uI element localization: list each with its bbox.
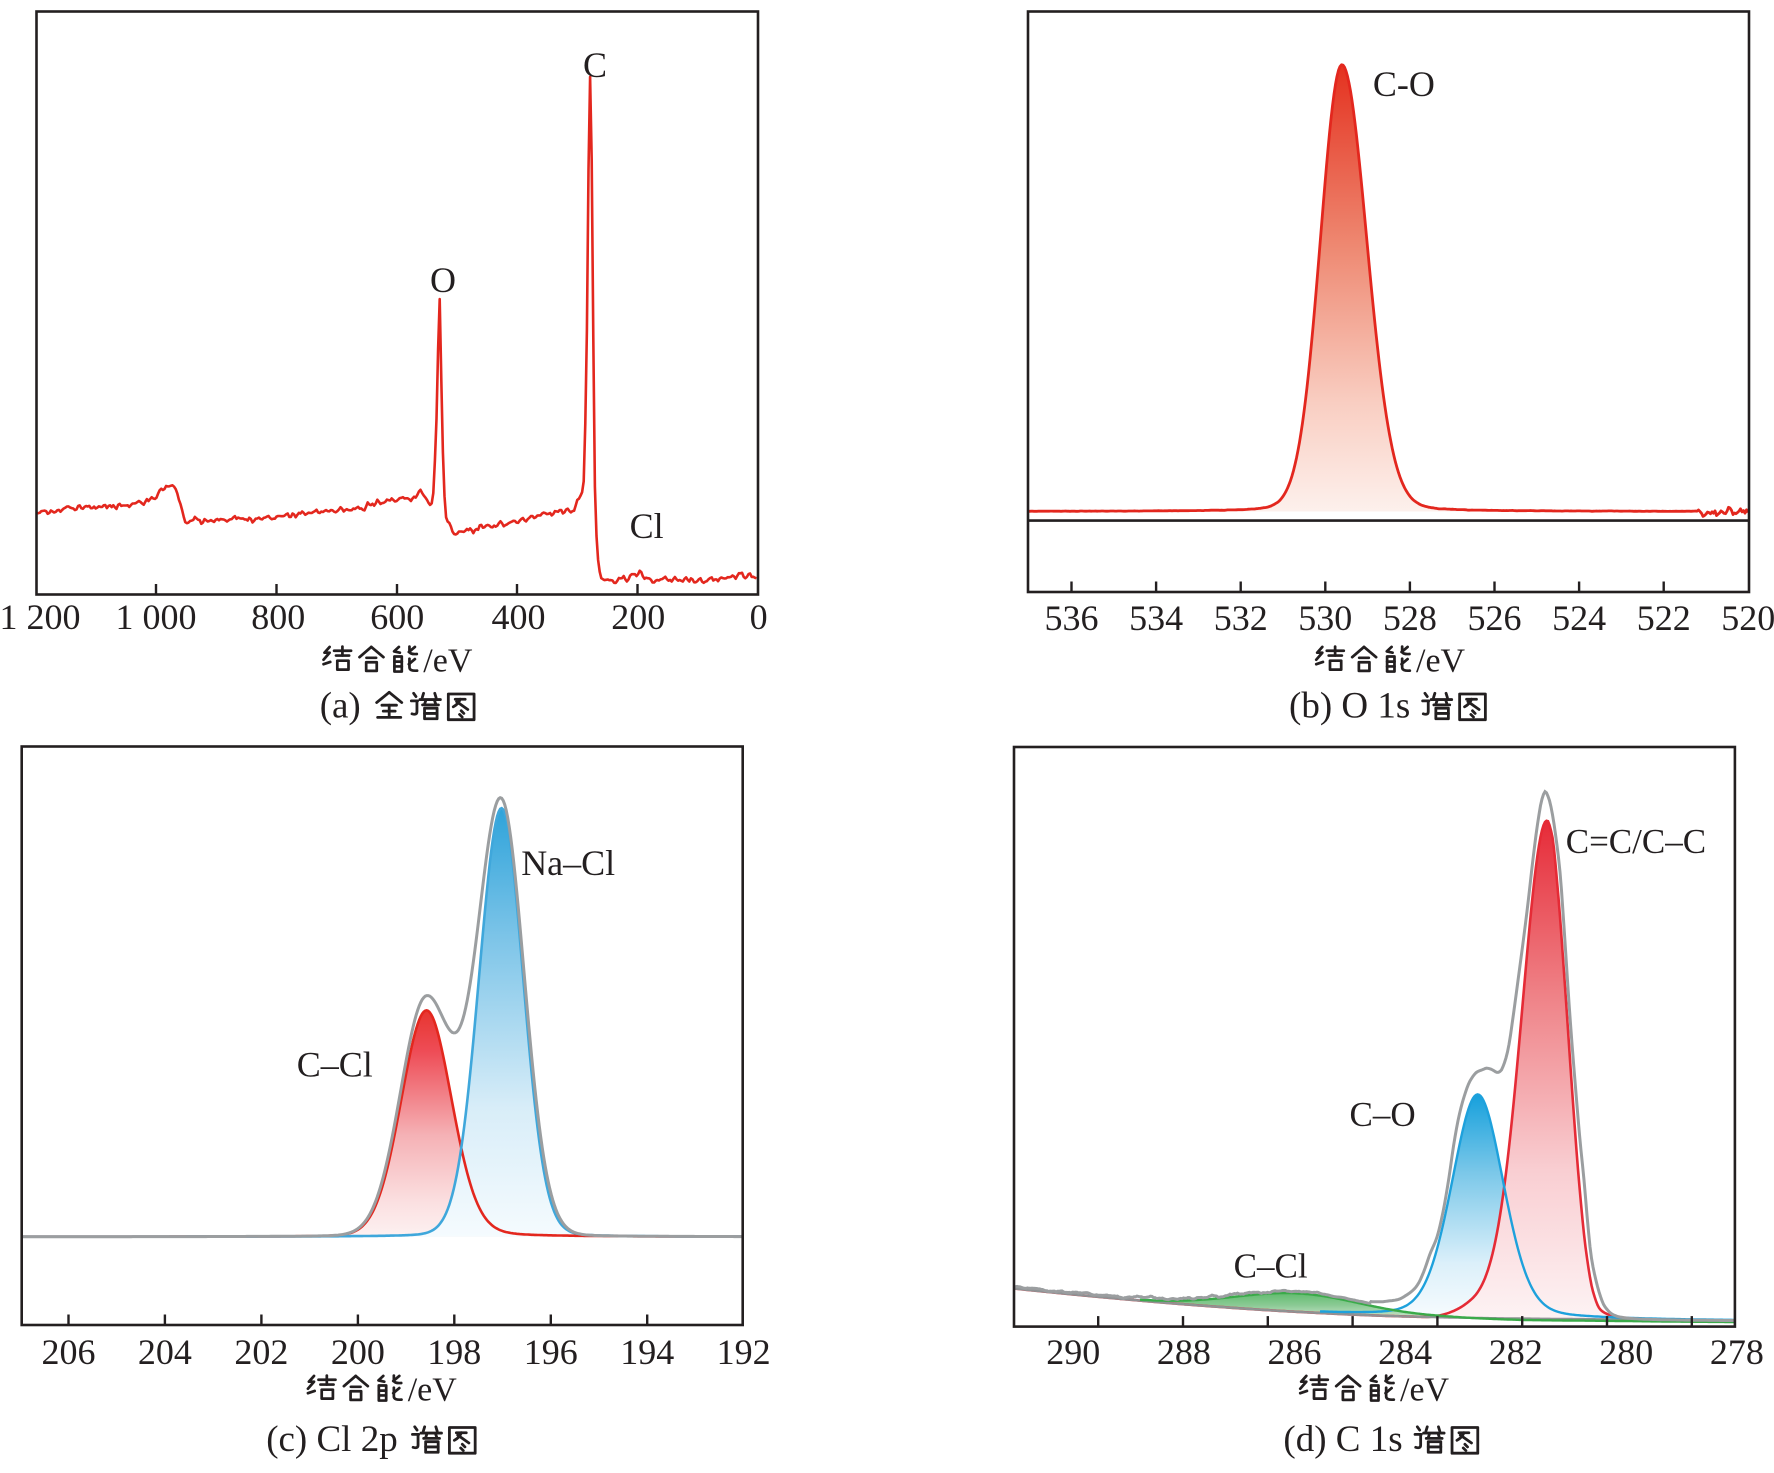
svg-text:200: 200 <box>331 1332 385 1372</box>
svg-text:524: 524 <box>1552 598 1606 638</box>
svg-text:Na–Cl: Na–Cl <box>521 843 615 883</box>
svg-text:200: 200 <box>611 597 665 637</box>
svg-text:204: 204 <box>138 1332 192 1372</box>
svg-text:534: 534 <box>1129 598 1183 638</box>
svg-text:192: 192 <box>717 1332 771 1372</box>
svg-text:400: 400 <box>492 597 546 637</box>
svg-text:526: 526 <box>1468 598 1522 638</box>
svg-text:196: 196 <box>524 1332 578 1372</box>
svg-text:202: 202 <box>234 1332 288 1372</box>
svg-text:278: 278 <box>1710 1332 1764 1372</box>
svg-text:800: 800 <box>251 597 305 637</box>
svg-text:528: 528 <box>1383 598 1437 638</box>
svg-text:522: 522 <box>1637 598 1691 638</box>
svg-text:C–O: C–O <box>1350 1095 1416 1134</box>
svg-text:284: 284 <box>1378 1332 1432 1372</box>
svg-text:C–Cl: C–Cl <box>297 1045 373 1085</box>
svg-text:280: 280 <box>1599 1332 1653 1372</box>
svg-text:194: 194 <box>620 1332 674 1372</box>
svg-text:/eV: /eV <box>1416 643 1466 680</box>
svg-text:C–Cl: C–Cl <box>1234 1247 1308 1286</box>
svg-text:(a): (a) <box>320 686 361 727</box>
svg-text:536: 536 <box>1045 598 1099 638</box>
svg-text:(c) Cl 2p: (c) Cl 2p <box>266 1419 398 1460</box>
svg-text:532: 532 <box>1214 598 1268 638</box>
svg-text:(b) O 1s: (b) O 1s <box>1289 686 1410 727</box>
svg-text:/eV: /eV <box>408 1372 458 1409</box>
svg-text:1 200: 1 200 <box>0 597 81 637</box>
svg-text:/eV: /eV <box>423 643 473 680</box>
svg-text:206: 206 <box>42 1332 96 1372</box>
svg-text:530: 530 <box>1298 598 1352 638</box>
svg-text:O: O <box>430 260 456 300</box>
svg-text:600: 600 <box>370 597 424 637</box>
svg-text:0: 0 <box>750 597 768 637</box>
svg-text:C-O: C-O <box>1373 64 1435 104</box>
svg-text:286: 286 <box>1268 1332 1322 1372</box>
svg-text:C: C <box>583 45 607 85</box>
svg-text:(d) C 1s: (d) C 1s <box>1283 1419 1402 1460</box>
svg-text:282: 282 <box>1489 1332 1543 1372</box>
svg-text:Cl: Cl <box>630 506 664 546</box>
svg-text:198: 198 <box>427 1332 481 1372</box>
svg-text:1 000: 1 000 <box>116 597 197 637</box>
svg-text:/eV: /eV <box>1400 1372 1450 1409</box>
svg-text:C=C/C–C: C=C/C–C <box>1566 822 1706 861</box>
svg-text:290: 290 <box>1046 1332 1100 1372</box>
svg-text:520: 520 <box>1721 598 1774 638</box>
svg-text:288: 288 <box>1157 1332 1211 1372</box>
